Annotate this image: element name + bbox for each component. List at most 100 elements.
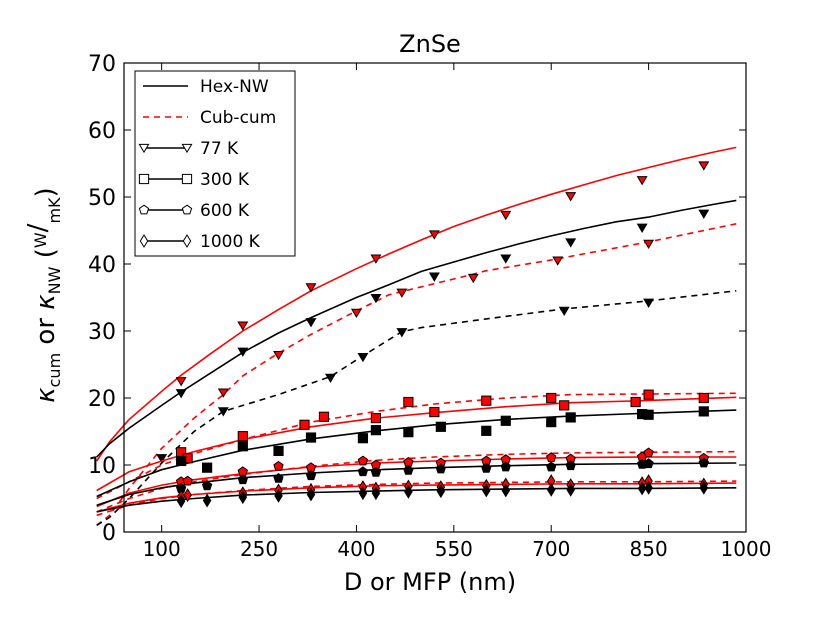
point-77k-cub-cum-black-points-5 — [558, 306, 570, 317]
point-600k-hex-nw-black-points-4 — [305, 470, 317, 481]
x-tick-label-6: 1000 — [721, 537, 772, 561]
point-1000k-hex-nw-black-points-6 — [371, 486, 381, 501]
point-77k-cub-cum-points-1 — [273, 350, 285, 361]
legend-marker-a-4 — [138, 204, 150, 215]
point-1000k-hex-nw-black-points-10 — [501, 483, 511, 498]
point-600k-hex-nw-black-points-10 — [500, 461, 511, 472]
point-77k-cub-cum-black-points-4 — [396, 328, 408, 338]
series-77k-cub-cum-black-curve — [96, 290, 737, 526]
point-1000k-hex-nw-points-1 — [183, 488, 192, 503]
point-600k-hex-nw-points-1 — [182, 475, 193, 486]
point-300k-hex-nw-black-points-3 — [273, 445, 284, 457]
point-77k-hex-nw-points-5 — [500, 210, 512, 221]
point-77k-hex-nw-black-points-7 — [636, 223, 648, 233]
point-600k-hex-nw-black-points-12 — [565, 460, 576, 471]
point-77k-cub-cum-points-5 — [552, 256, 564, 266]
point-300k-hex-nw-points-8 — [481, 395, 492, 406]
point-600k-hex-nw-black-points-3 — [273, 472, 284, 483]
legend-label-1: Cub-cum — [200, 108, 276, 128]
point-300k-hex-nw-black-points-8 — [435, 421, 446, 432]
y-tick-label-7: 70 — [88, 52, 116, 77]
point-77k-cub-cum-points-0 — [217, 388, 229, 398]
point-600k-hex-nw-points-11 — [546, 452, 557, 462]
legend-marker-a-3 — [138, 173, 150, 185]
legend-marker-a-2 — [138, 143, 150, 154]
series-1000k-hex-nw-fit — [96, 482, 737, 513]
point-77k-cub-cum-points-4 — [467, 273, 479, 284]
point-300k-hex-nw-black-points-1 — [202, 462, 213, 473]
point-77k-cub-cum-points-3 — [396, 288, 408, 298]
point-300k-hex-nw-black-points-9 — [481, 425, 492, 436]
point-77k-cub-cum-points-2 — [350, 308, 362, 319]
y-label-or: or — [31, 310, 61, 353]
point-77k-hex-nw-points-0 — [175, 377, 187, 387]
point-300k-hex-nw-black-points-6 — [370, 425, 382, 436]
legend-marker-a-5 — [139, 234, 149, 248]
plot-area — [96, 146, 737, 526]
y-tick-label-6: 60 — [88, 119, 116, 144]
point-77k-cub-cum-black-points-1 — [217, 407, 229, 417]
point-300k-hex-nw-points-7 — [429, 406, 440, 418]
y-label-kappa-1: κ — [31, 387, 61, 403]
point-300k-hex-nw-black-points-4 — [305, 432, 317, 443]
point-600k-hex-nw-points-14 — [643, 447, 654, 458]
svg-text:κcum or κNW (W/mK): κcum or κNW (W/mK) — [23, 187, 64, 402]
y-tick-label-1: 10 — [88, 454, 116, 479]
point-600k-hex-nw-points-3 — [273, 460, 284, 471]
point-77k-hex-nw-black-points-0 — [175, 389, 187, 399]
point-300k-hex-nw-black-points-11 — [546, 417, 557, 428]
legend-label-4: 600 K — [200, 201, 250, 221]
point-77k-hex-nw-black-points-8 — [698, 209, 710, 219]
point-300k-hex-nw-points-4 — [318, 411, 330, 422]
point-1000k-hex-nw-black-points-11 — [546, 482, 556, 497]
point-77k-hex-nw-points-7 — [636, 176, 648, 186]
legend-label-2: 77 K — [200, 139, 239, 159]
legend-marker-b-5 — [182, 234, 192, 248]
point-300k-hex-nw-black-points-5 — [357, 433, 369, 444]
series-300k-hex-nw-black-fit — [96, 409, 737, 498]
point-600k-hex-nw-black-points-15 — [698, 457, 709, 468]
point-1000k-hex-nw-black-points-14 — [644, 480, 653, 495]
point-1000k-hex-nw-black-points-8 — [436, 484, 446, 499]
series-1000k-cub-cum-curve — [96, 480, 737, 517]
y-label-unit-num: W — [31, 232, 50, 248]
point-600k-hex-nw-black-points-14 — [643, 458, 654, 469]
point-77k-cub-cum-points-6 — [643, 239, 655, 250]
point-300k-hex-nw-points-5 — [370, 413, 382, 424]
point-77k-hex-nw-points-1 — [237, 321, 249, 331]
point-300k-hex-nw-black-points-12 — [565, 412, 576, 423]
y-tick-label-5: 50 — [88, 186, 116, 211]
legend-label-3: 300 K — [200, 170, 250, 190]
y-tick-label-0: 0 — [102, 521, 116, 546]
point-600k-hex-nw-black-points-11 — [546, 461, 557, 472]
point-1000k-hex-nw-black-points-5 — [358, 486, 368, 501]
series-600k-hex-nw-fit — [96, 456, 737, 508]
plot-frame — [123, 62, 747, 533]
y-label-sub-nw: NW — [45, 266, 64, 294]
point-300k-hex-nw-black-points-10 — [500, 415, 511, 426]
point-300k-hex-nw-points-11 — [630, 396, 641, 408]
y-tick-label-2: 20 — [88, 387, 116, 412]
point-600k-hex-nw-black-points-6 — [370, 466, 382, 477]
point-1000k-hex-nw-black-points-13 — [637, 481, 647, 496]
point-77k-hex-nw-black-points-2 — [305, 318, 317, 328]
point-77k-hex-nw-points-8 — [698, 161, 710, 171]
y-tick-label-3: 30 — [88, 320, 116, 345]
point-600k-hex-nw-black-points-1 — [201, 480, 213, 491]
x-tick-label-3: 550 — [435, 537, 473, 561]
legend-marker-b-3 — [181, 173, 193, 185]
point-600k-hex-nw-points-5 — [357, 455, 369, 466]
point-77k-hex-nw-points-2 — [305, 283, 317, 293]
point-300k-hex-nw-points-9 — [546, 392, 557, 404]
point-77k-hex-nw-points-6 — [565, 192, 577, 202]
point-77k-cub-cum-black-points-2 — [324, 373, 336, 384]
point-600k-hex-nw-black-points-2 — [237, 474, 248, 485]
legend-label-0: Hex-NW — [200, 77, 269, 97]
point-300k-hex-nw-points-10 — [559, 400, 570, 411]
point-300k-hex-nw-points-2 — [237, 431, 248, 442]
point-300k-hex-nw-black-points-7 — [403, 427, 414, 438]
point-1000k-hex-nw-black-points-15 — [699, 480, 709, 495]
point-77k-cub-cum-black-points-0 — [156, 454, 168, 464]
legend: Hex-NW Cub-cum 77 K 300 K 600 K 1000 K — [134, 70, 296, 257]
